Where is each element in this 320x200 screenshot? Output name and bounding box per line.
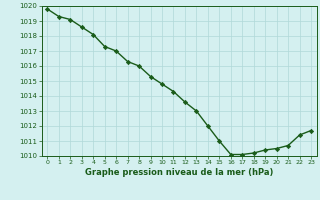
X-axis label: Graphe pression niveau de la mer (hPa): Graphe pression niveau de la mer (hPa)	[85, 168, 273, 177]
